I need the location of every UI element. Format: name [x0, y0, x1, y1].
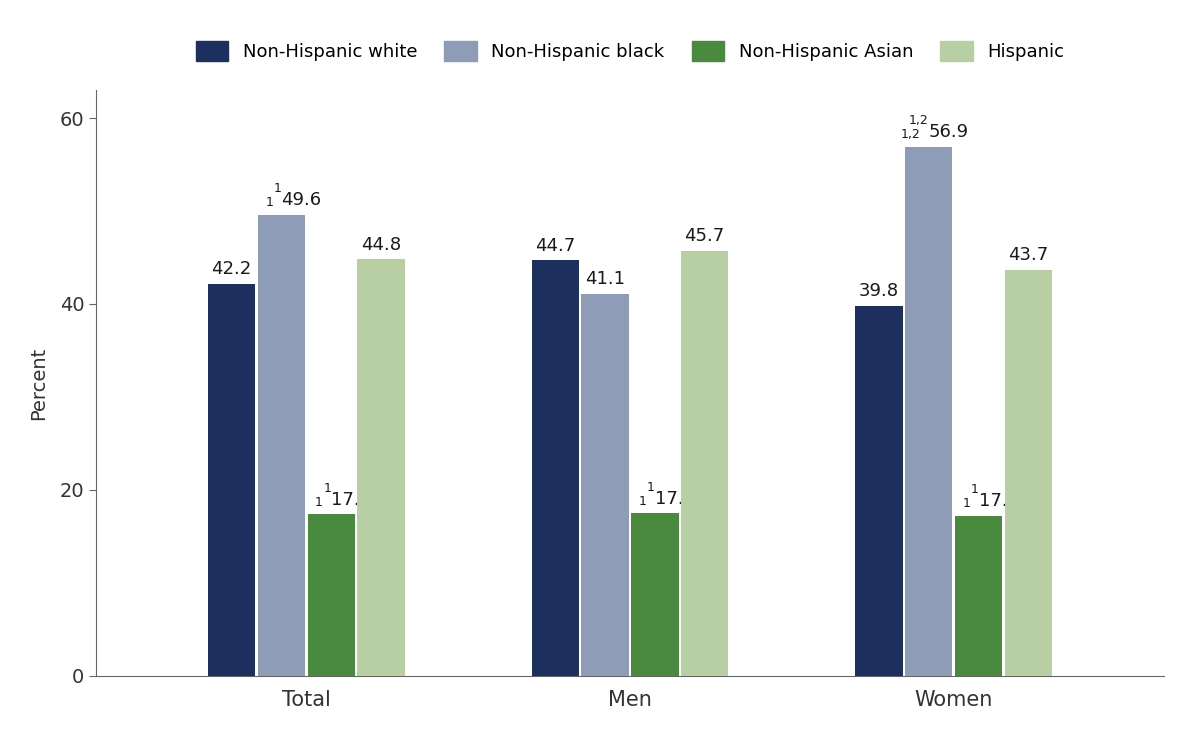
Text: 42.2: 42.2 — [211, 260, 252, 278]
Text: 45.7: 45.7 — [684, 228, 725, 246]
Text: 1: 1 — [265, 196, 274, 209]
Text: 17.2: 17.2 — [978, 493, 1019, 511]
Bar — [258, 215, 305, 676]
Text: 41.1: 41.1 — [586, 270, 625, 288]
Y-axis label: Percent: Percent — [30, 346, 48, 420]
Text: 1: 1 — [323, 481, 331, 495]
Bar — [582, 294, 629, 676]
Text: 43.7: 43.7 — [1008, 246, 1049, 264]
Bar — [307, 514, 355, 676]
Legend: Non-Hispanic white, Non-Hispanic black, Non-Hispanic Asian, Hispanic: Non-Hispanic white, Non-Hispanic black, … — [196, 41, 1064, 62]
Text: 56.9: 56.9 — [929, 123, 968, 141]
Text: 49.6: 49.6 — [282, 192, 322, 209]
Text: 1: 1 — [962, 497, 970, 511]
Text: 39.8: 39.8 — [859, 282, 899, 300]
Bar — [682, 251, 728, 676]
Bar — [631, 513, 678, 676]
Text: 17.5: 17.5 — [655, 490, 695, 508]
Text: 17.4: 17.4 — [331, 490, 371, 508]
Text: 1: 1 — [638, 495, 647, 508]
Text: 1: 1 — [971, 484, 978, 496]
Bar — [532, 261, 578, 676]
Bar — [208, 284, 256, 676]
Text: 1: 1 — [316, 496, 323, 508]
Text: 44.7: 44.7 — [535, 237, 576, 255]
Bar — [856, 306, 902, 676]
Bar — [1004, 270, 1052, 676]
Text: 1,2: 1,2 — [901, 128, 920, 141]
Bar — [955, 516, 1002, 676]
Text: 44.8: 44.8 — [361, 236, 401, 254]
Text: 1: 1 — [647, 481, 655, 493]
Text: 1,2: 1,2 — [908, 114, 929, 128]
Bar — [905, 147, 953, 676]
Text: 1: 1 — [274, 182, 282, 195]
Bar — [358, 259, 404, 676]
